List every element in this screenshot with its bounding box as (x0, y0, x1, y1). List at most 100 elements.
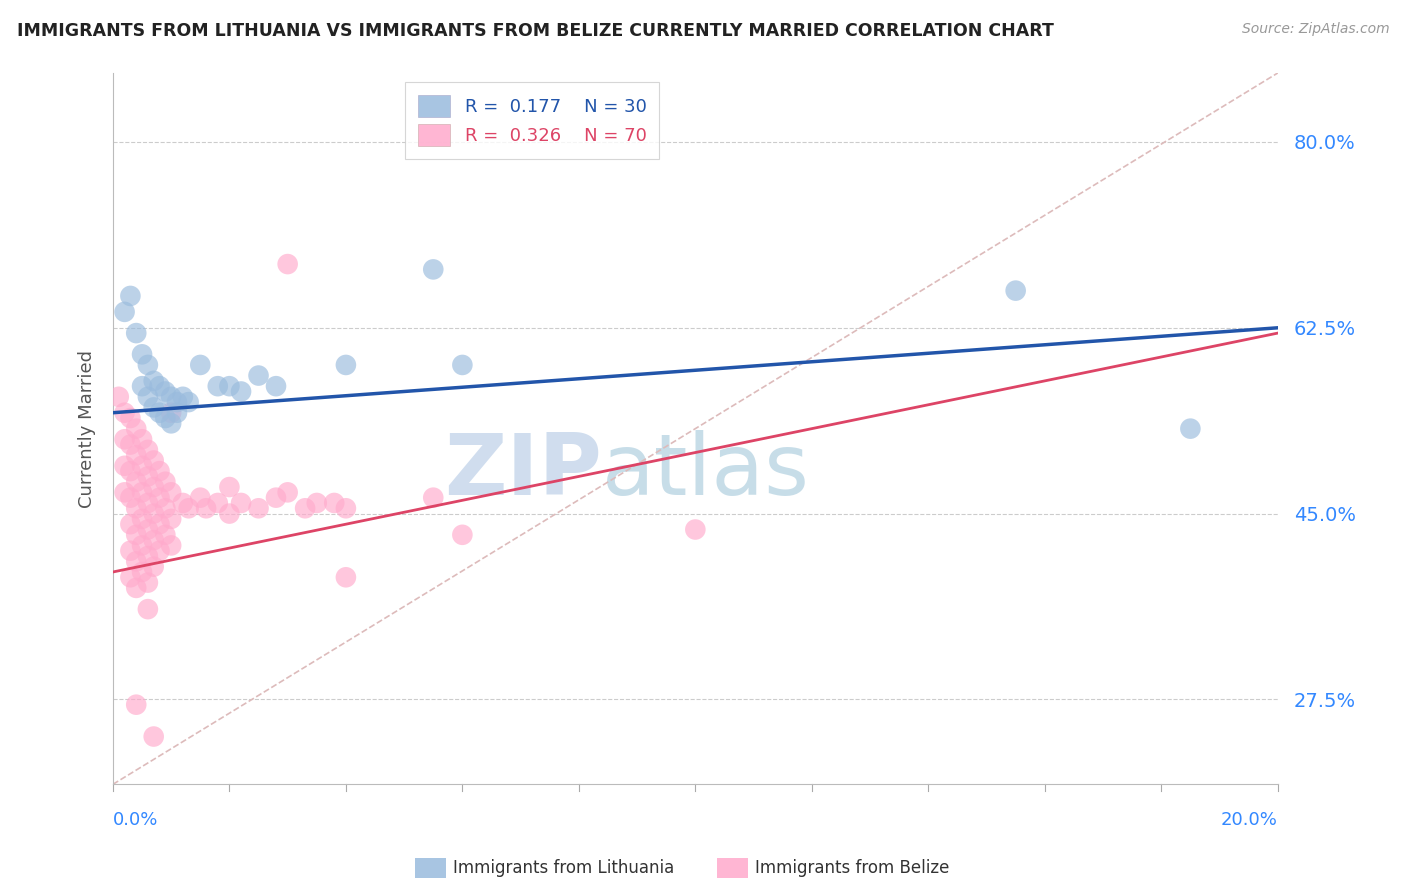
Point (120, 517, 142, 532)
Point (247, 368, 270, 383)
Point (229, 496, 252, 510)
Point (136, 549, 159, 563)
Point (120, 570, 142, 584)
Point (148, 406, 170, 420)
Point (685, 523, 707, 537)
Point (125, 698, 148, 712)
Point (125, 581, 148, 595)
Point (125, 528, 148, 542)
Point (131, 347, 153, 361)
Point (264, 379, 287, 393)
Point (335, 501, 357, 516)
Point (323, 496, 346, 510)
Point (155, 411, 177, 425)
Point (131, 538, 153, 552)
Point (264, 491, 287, 505)
Point (136, 442, 159, 457)
Point (305, 496, 328, 510)
Point (120, 543, 142, 558)
Point (166, 406, 188, 420)
Point (131, 512, 153, 526)
Point (294, 501, 316, 516)
Point (160, 512, 183, 526)
Point (142, 453, 165, 467)
Point (125, 448, 148, 462)
Point (131, 565, 153, 579)
Point (277, 257, 299, 271)
Point (160, 417, 183, 431)
Point (229, 384, 252, 399)
Point (148, 491, 170, 505)
Point (120, 464, 142, 478)
Point (160, 485, 183, 500)
Point (142, 401, 165, 415)
Point (142, 559, 165, 574)
Point (136, 390, 159, 404)
Point (142, 480, 165, 494)
Text: 20.0%: 20.0% (1220, 811, 1278, 829)
Point (277, 485, 299, 500)
Point (451, 358, 474, 372)
Point (195, 501, 218, 516)
Point (142, 507, 165, 521)
Point (125, 554, 148, 568)
Text: Immigrants from Belize: Immigrants from Belize (755, 859, 949, 877)
Text: IMMIGRANTS FROM LITHUANIA VS IMMIGRANTS FROM BELIZE CURRENTLY MARRIED CORRELATIO: IMMIGRANTS FROM LITHUANIA VS IMMIGRANTS … (17, 22, 1053, 40)
Point (155, 475, 177, 489)
Point (1004, 284, 1026, 298)
Point (107, 390, 129, 404)
Point (1180, 422, 1202, 436)
Point (207, 379, 229, 393)
Point (120, 437, 142, 451)
Point (125, 422, 148, 436)
Point (142, 730, 165, 744)
Point (142, 533, 165, 548)
Point (172, 390, 194, 404)
Point (160, 390, 183, 404)
Text: Source: ZipAtlas.com: Source: ZipAtlas.com (1241, 22, 1389, 37)
Text: atlas: atlas (602, 430, 810, 513)
Point (142, 374, 165, 388)
Point (188, 491, 211, 505)
Point (177, 501, 200, 516)
Point (148, 379, 170, 393)
Point (136, 523, 159, 537)
Point (114, 432, 136, 446)
Point (155, 384, 177, 399)
Point (131, 432, 153, 446)
Point (148, 517, 170, 532)
Point (120, 411, 142, 425)
Point (218, 507, 240, 521)
Y-axis label: Currently Married: Currently Married (79, 350, 96, 508)
Point (451, 528, 474, 542)
Point (136, 496, 159, 510)
Point (422, 262, 444, 277)
Point (335, 570, 357, 584)
Point (218, 379, 240, 393)
Point (131, 379, 153, 393)
Point (166, 395, 188, 409)
Point (148, 464, 170, 478)
Point (218, 480, 240, 494)
Text: ZIP: ZIP (444, 430, 602, 513)
Text: 0.0%: 0.0% (112, 811, 159, 829)
Point (114, 485, 136, 500)
Point (422, 491, 444, 505)
Point (125, 501, 148, 516)
Point (136, 575, 159, 590)
Point (335, 358, 357, 372)
Point (160, 538, 183, 552)
Point (136, 602, 159, 616)
Point (177, 395, 200, 409)
Point (247, 501, 270, 516)
Point (160, 406, 183, 420)
Point (155, 501, 177, 516)
Point (136, 469, 159, 483)
Point (172, 496, 194, 510)
Point (131, 485, 153, 500)
Point (125, 326, 148, 340)
Point (136, 358, 159, 372)
Point (188, 358, 211, 372)
Point (131, 458, 153, 473)
Text: Immigrants from Lithuania: Immigrants from Lithuania (453, 859, 673, 877)
